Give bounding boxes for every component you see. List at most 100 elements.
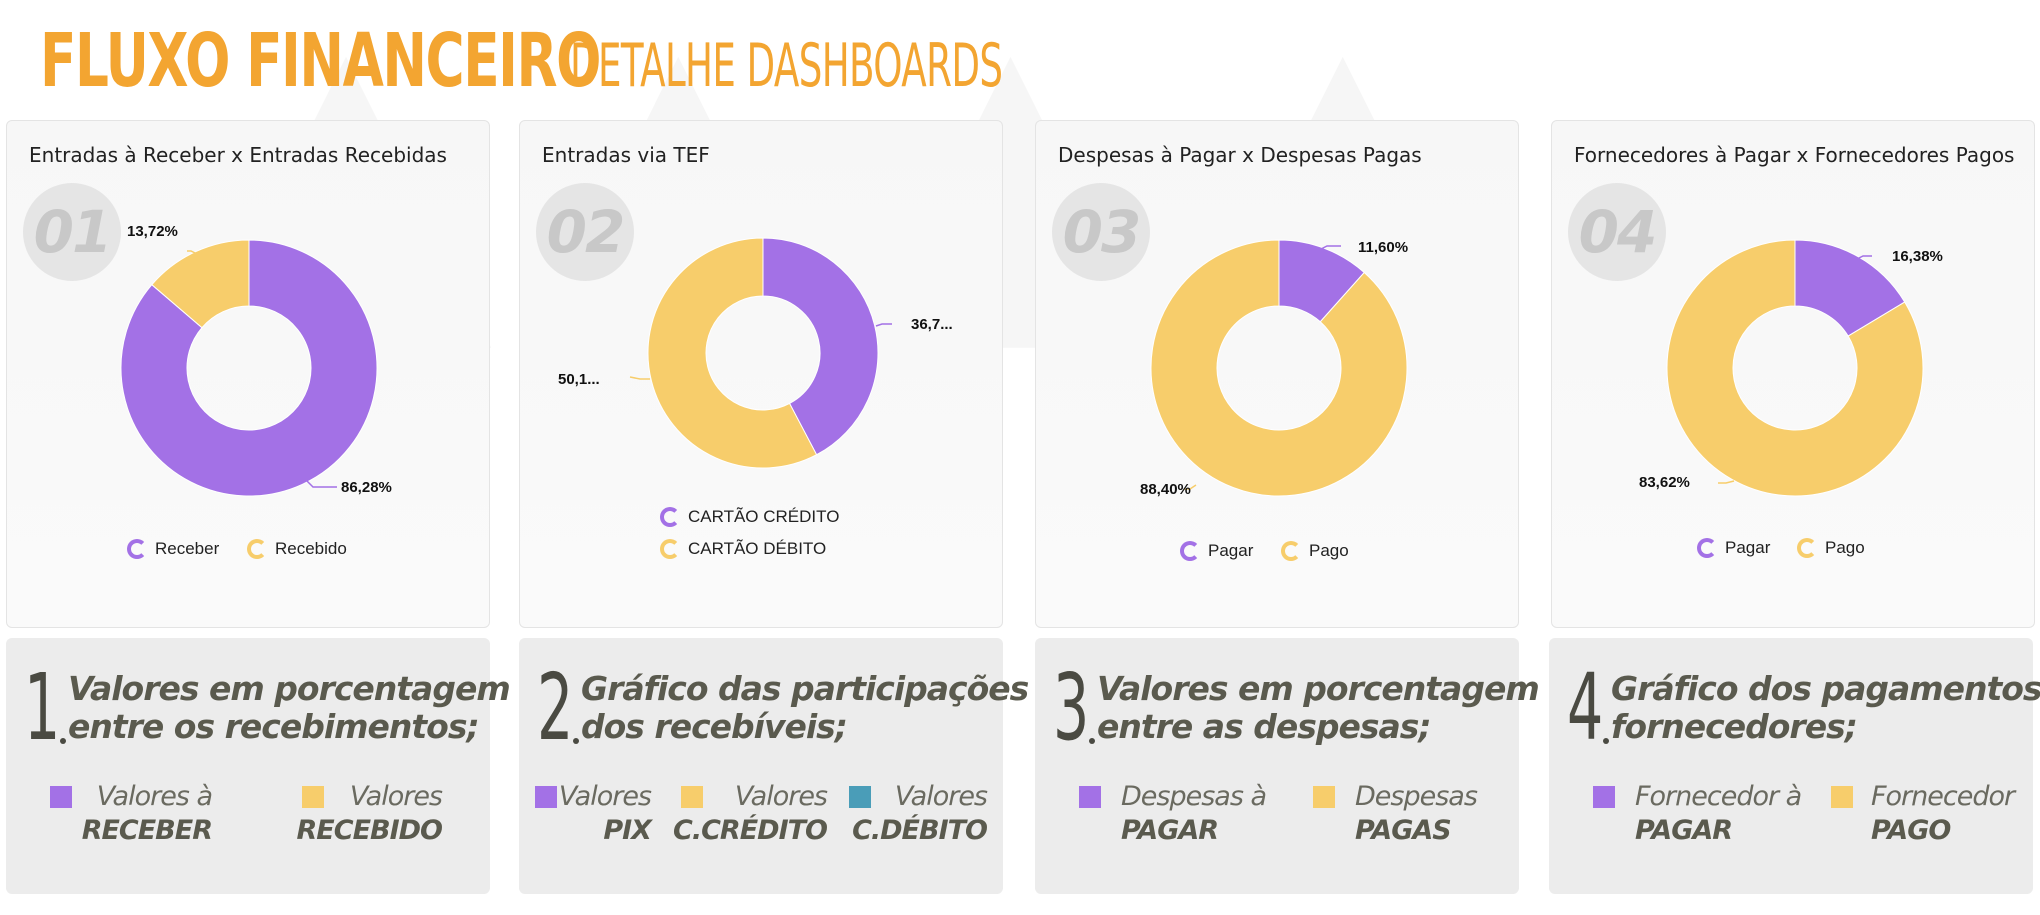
description-number: 3	[1053, 654, 1090, 761]
swatch-label-top: Valores	[349, 781, 443, 812]
card-number: 03	[1062, 198, 1142, 266]
description-line: entre os recebimentos;	[68, 707, 480, 746]
card-number: 01	[33, 198, 113, 266]
swatch-purple	[50, 786, 72, 808]
swatch-purple	[1079, 786, 1101, 808]
card-number: 02	[546, 198, 626, 266]
slice-label: 11,60%	[1358, 239, 1408, 256]
legend-item-pago[interactable]: Pago	[1797, 538, 1865, 558]
card-title: Fornecedores à Pagar x Fornecedores Pago…	[1574, 143, 2015, 167]
swatch-purple	[1593, 786, 1615, 808]
description-panel-4: 4 Gráfico dos pagamentos fornecedores; F…	[1549, 638, 2040, 894]
leader-line	[875, 323, 892, 327]
description-line: fornecedores;	[1611, 707, 1858, 746]
number-dot	[1089, 738, 1095, 744]
card-title: Despesas à Pagar x Despesas Pagas	[1058, 143, 1422, 167]
number-dot	[60, 738, 66, 744]
donut-slice-cart-o-cr-dito[interactable]	[762, 237, 879, 456]
description-line: Gráfico dos pagamentos	[1611, 669, 2040, 708]
description-line: dos recebíveis;	[581, 707, 848, 746]
description-text: Gráfico das participações dos recebíveis…	[581, 670, 1029, 746]
description-line: Valores em porcentagem	[1097, 669, 1540, 708]
swatch-yellow	[302, 786, 324, 808]
legend-item-cartao-credito[interactable]: CARTÃO CRÉDITO	[660, 507, 839, 527]
leader-line	[1320, 245, 1341, 250]
donut-legend-icon	[127, 539, 147, 559]
donut-slice-pago[interactable]	[1666, 239, 1924, 497]
legend-label: Pagar	[1725, 538, 1771, 557]
description-line: Valores em porcentagem	[68, 669, 511, 708]
legend-item-pago[interactable]: Pago	[1281, 541, 1349, 561]
leader-line	[1184, 484, 1197, 490]
description-panel-1: 1 Valores em porcentagem entre os recebi…	[6, 638, 511, 894]
donut-legend-icon	[1281, 541, 1301, 561]
card-number-badge: 04	[1568, 183, 1666, 281]
leader-line	[1718, 480, 1735, 484]
description-text: Gráfico dos pagamentos fornecedores;	[1611, 670, 2040, 746]
donut-slice-cart-o-d-bito[interactable]	[647, 237, 818, 469]
slice-label: 86,28%	[341, 479, 392, 496]
swatch-label-bottom: PIX	[603, 815, 652, 846]
donut-slice-receber[interactable]	[120, 239, 378, 497]
legend-item-pagar[interactable]: Pagar	[1697, 538, 1770, 558]
slice-label: 50,1...	[558, 371, 600, 388]
card-number: 04	[1578, 198, 1658, 266]
card-number-badge: 01	[23, 183, 121, 281]
donut-legend-icon	[1180, 541, 1200, 561]
donut-legend-icon	[1797, 538, 1817, 558]
swatch-label-bottom: PAGAR	[1121, 815, 1219, 846]
number-dot	[1603, 738, 1609, 744]
swatch-label: Fornecedor PAGO	[1871, 780, 2015, 848]
swatch-label-top: Valores	[734, 781, 828, 812]
legend-item-receber[interactable]: Receber	[127, 539, 219, 559]
description-number: 4	[1567, 654, 1604, 761]
description-text: Valores em porcentagem entre as despesas…	[1097, 669, 1540, 746]
description-panel-3: 3 Valores em porcentagem entre as despes…	[1035, 638, 1540, 894]
legend-item-cartao-debito[interactable]: CARTÃO DÉBITO	[660, 539, 826, 559]
description-panel-2: 2 Gráfico das participações dos recebíve…	[519, 638, 1029, 894]
card-title: Entradas à Receber x Entradas Recebidas	[29, 143, 447, 167]
swatch-label-bottom: PAGAS	[1355, 815, 1452, 846]
legend-label: CARTÃO CRÉDITO	[688, 507, 840, 526]
swatch-teal	[849, 786, 871, 808]
legend-label: CARTÃO DÉBITO	[688, 539, 827, 558]
card-number-badge: 03	[1052, 183, 1150, 281]
donut-legend-icon	[247, 539, 267, 559]
description-text: Valores em porcentagem entre os recebime…	[68, 669, 511, 746]
swatch-label: Valores PIX	[558, 780, 652, 848]
description-number: 2	[537, 654, 574, 761]
swatch-label: Fornecedor à PAGAR	[1635, 780, 1802, 848]
swatch-label-top: Valores à	[96, 781, 213, 812]
card-title: Entradas via TEF	[542, 143, 710, 167]
leader-line	[187, 250, 200, 256]
swatch-label-top: Fornecedor	[1871, 781, 2015, 812]
donut-slice-recebido[interactable]	[151, 239, 250, 329]
legend-item-pagar[interactable]: Pagar	[1180, 541, 1253, 561]
legend-label: Pago	[1309, 541, 1349, 560]
donut-legend-icon	[660, 539, 680, 559]
slice-label: 83,62%	[1639, 474, 1690, 491]
swatch-label-bottom: RECEBIDO	[296, 815, 443, 846]
swatch-label-bottom: PAGO	[1871, 815, 1951, 846]
legend-label: Receber	[155, 539, 220, 558]
donut-slice-pago[interactable]	[1150, 239, 1408, 497]
leader-line	[1856, 255, 1872, 260]
swatch-label: Valores C.CRÉDITO	[673, 780, 828, 848]
page-subtitle: DETALHE DASHBOARDS	[570, 31, 1003, 101]
legend-item-recebido[interactable]: Recebido	[247, 539, 347, 559]
slice-label: 36,7...	[911, 316, 953, 333]
chart-card-3: Despesas à Pagar x Despesas Pagas 03 11,…	[1035, 120, 1519, 628]
swatch-label: Despesas à PAGAR	[1121, 780, 1267, 848]
chart-card-1: Entradas à Receber x Entradas Recebidas …	[6, 120, 490, 628]
page-header: FLUXO FINANCEIRO DETALHE DASHBOARDS	[40, 18, 1267, 104]
legend-label: Pago	[1825, 538, 1865, 557]
leader-line	[306, 480, 337, 488]
swatch-label: Valores C.DÉBITO	[852, 780, 988, 848]
swatch-yellow	[681, 786, 703, 808]
donut-chart-3: 11,60% 88,40%	[1140, 239, 1408, 498]
donut-chart-2: 36,7... 50,1...	[558, 237, 953, 469]
swatch-label-top: Valores	[558, 781, 652, 812]
swatch-label-bottom: PAGAR	[1635, 815, 1733, 846]
card-number-badge: 02	[536, 183, 634, 281]
donut-chart-4: 16,38% 83,62%	[1639, 239, 1943, 497]
